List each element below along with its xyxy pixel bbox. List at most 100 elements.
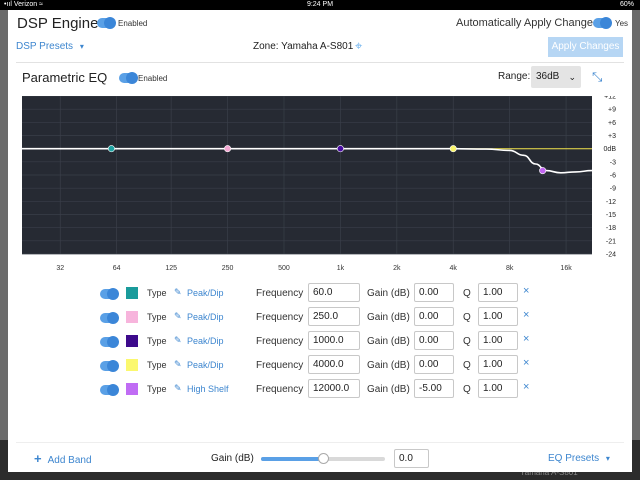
slider-thumb[interactable] [318,453,329,464]
band-q-input[interactable]: 1.00 [478,283,518,302]
band-gain-label: Gain (dB) [367,384,410,395]
apply-changes-button[interactable]: Apply Changes [548,37,623,57]
band-enabled-toggle[interactable] [100,336,119,348]
add-band-button[interactable]: + Add Band [34,451,92,466]
dsp-enabled-toggle[interactable] [97,17,116,29]
eq-response-chart[interactable]: +12 +9 +6 +3 0dB -3 -6 -9 -12 -15 -18 -21 -24 32 64 125… [22,96,620,278]
chevron-down-icon: ⌄ [568,72,576,82]
band-frequency-input[interactable]: 1000.0 [308,331,360,350]
band-q-label: Q [463,336,471,347]
chart-x-tick-label: 32 [56,265,64,272]
carrier-label: •ııl Verizon ≈ [4,1,43,8]
band-type-value[interactable]: High Shelf [187,384,229,394]
band-gain-label: Gain (dB) [367,312,410,323]
chart-y-tick-label: +6 [608,120,616,127]
dsp-presets-dropdown[interactable]: DSP Presets ▾ [16,41,84,52]
underlying-zone-label: Yamaha A-S801 [520,468,578,477]
chart-band-point[interactable] [539,167,547,175]
chart-x-tick-label: 1k [337,265,345,272]
band-q-input[interactable]: 1.00 [478,307,518,326]
locate-icon[interactable]: ⌖ [355,38,363,53]
chart-band-point[interactable] [107,145,115,153]
band-color-swatch[interactable] [126,383,138,395]
chart-band-point[interactable] [224,145,232,153]
dialog-title: DSP Engine [17,15,99,32]
band-frequency-input[interactable]: 60.0 [308,283,360,302]
band-enabled-toggle[interactable] [100,384,119,396]
band-type-label: Type [147,384,167,394]
dsp-presets-label: DSP Presets [16,41,74,52]
band-q-label: Q [463,360,471,371]
band-row: Type ✎ Peak/Dip Frequency 250.0 Gain (dB) 0.00… [8,307,632,329]
pencil-icon[interactable]: ✎ [174,335,182,345]
band-gain-input[interactable]: 0.00 [414,331,454,350]
band-color-swatch[interactable] [126,287,138,299]
band-q-input[interactable]: 1.00 [478,331,518,350]
band-type-value[interactable]: Peak/Dip [187,288,224,298]
band-frequency-label: Frequency [256,384,304,395]
band-color-swatch[interactable] [126,335,138,347]
clock: 9:24 PM [306,1,334,8]
eq-presets-dropdown[interactable]: EQ Presets ▾ [548,453,610,464]
band-type-value[interactable]: Peak/Dip [187,336,224,346]
band-color-swatch[interactable] [126,359,138,371]
band-gain-input[interactable]: 0.00 [414,355,454,374]
auto-apply-toggle[interactable] [593,17,612,29]
zone-label: Zone: Yamaha A-S801 [253,41,354,52]
master-gain-label: Gain (dB) [211,453,254,464]
chart-band-point[interactable] [449,145,457,153]
band-enabled-toggle[interactable] [100,312,119,324]
band-gain-input[interactable]: 0.00 [414,283,454,302]
band-q-input[interactable]: 1.00 [478,355,518,374]
chart-y-tick-label: +12 [604,96,616,101]
master-gain-slider[interactable] [261,453,385,464]
chart-y-tick-label: +9 [608,107,616,114]
band-type-label: Type [147,288,167,298]
band-color-swatch[interactable] [126,311,138,323]
chart-x-tick-label: 8k [506,265,514,272]
range-label: Range: [498,71,531,82]
remove-band-icon[interactable]: × [523,285,530,297]
chart-y-tick-label: +3 [608,133,616,140]
band-frequency-input[interactable]: 250.0 [308,307,360,326]
dsp-enabled-label: Enabled [118,19,148,28]
band-q-label: Q [463,384,471,395]
auto-apply-label: Automatically Apply Changes [456,17,599,29]
remove-band-icon[interactable]: × [523,333,530,345]
chart-x-tick-label: 2k [393,265,401,272]
chart-y-tick-label: -12 [606,199,616,206]
band-type-value[interactable]: Peak/Dip [187,360,224,370]
slider-fill [261,457,323,461]
remove-band-icon[interactable]: × [523,309,530,321]
status-bar: •ııl Verizon ≈ 9:24 PM 60% [0,0,640,10]
pencil-icon[interactable]: ✎ [174,383,182,393]
band-gain-input[interactable]: 0.00 [414,307,454,326]
band-gain-input[interactable]: -5.00 [414,379,454,398]
eq-enabled-toggle[interactable] [119,72,138,84]
chart-y-tick-label: 0dB [604,146,617,153]
remove-band-icon[interactable]: × [523,357,530,369]
band-frequency-input[interactable]: 12000.0 [308,379,360,398]
chart-y-tick-label: -21 [606,238,616,245]
band-row: Type ✎ Peak/Dip Frequency 4000.0 Gain (dB) 0.0… [8,355,632,377]
band-row: Type ✎ Peak/Dip Frequency 1000.0 Gain (dB) 0.0… [8,331,632,353]
pencil-icon[interactable]: ✎ [174,287,182,297]
band-enabled-toggle[interactable] [100,360,119,372]
remove-band-icon[interactable]: × [523,381,530,393]
auto-apply-value: Yes [615,19,629,28]
band-type-value[interactable]: Peak/Dip [187,312,224,322]
chart-y-tick-label: -24 [606,252,616,259]
band-frequency-label: Frequency [256,360,304,371]
pencil-icon[interactable]: ✎ [174,311,182,321]
chart-band-point[interactable] [336,145,344,153]
chart-x-tick-label: 125 [165,265,177,272]
collapse-icon[interactable]: ⤡ [592,69,603,84]
band-frequency-input[interactable]: 4000.0 [308,355,360,374]
range-select[interactable]: 36dB ⌄ [531,66,581,88]
master-gain-input[interactable]: 0.0 [394,449,429,468]
band-enabled-toggle[interactable] [100,288,119,300]
chart-x-tick-label: 500 [278,265,290,272]
band-q-input[interactable]: 1.00 [478,379,518,398]
pencil-icon[interactable]: ✎ [174,359,182,369]
eq-presets-label: EQ Presets [548,453,600,464]
